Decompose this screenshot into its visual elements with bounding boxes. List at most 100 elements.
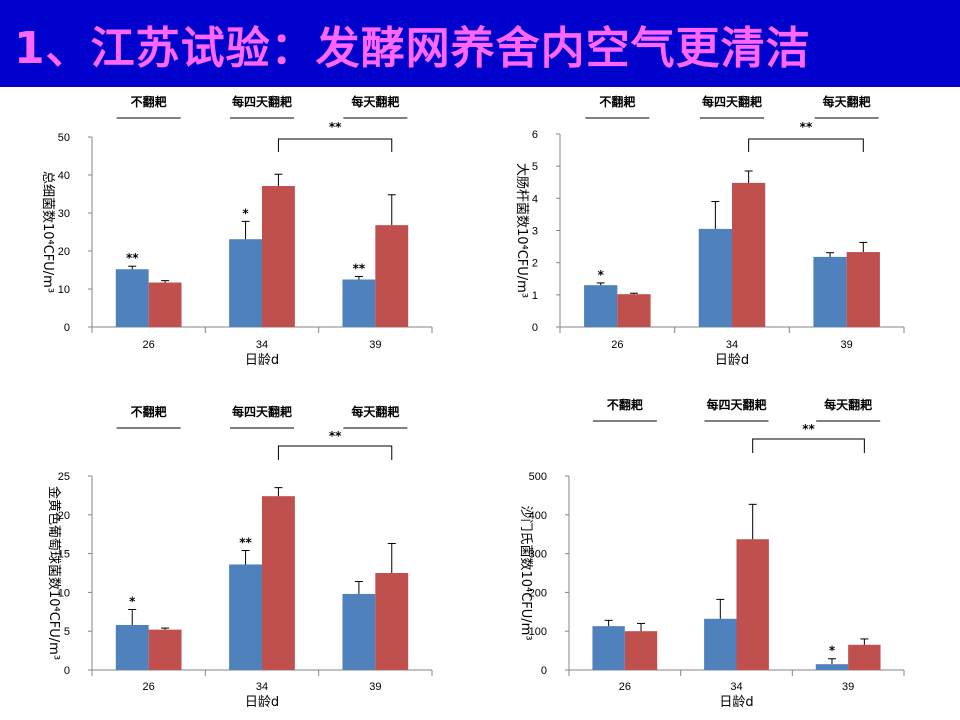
- y-axis-label: 大肠杆菌数10⁴CFU/m³: [514, 163, 529, 298]
- bar-red: [262, 496, 295, 670]
- bracket-significance: **: [802, 422, 815, 436]
- bar-blue: [592, 626, 625, 670]
- y-tick-label: 500: [529, 471, 547, 483]
- significance-mark: *: [829, 644, 836, 658]
- significance-mark: *: [242, 206, 249, 220]
- y-tick-label: 1: [532, 290, 538, 302]
- group-label: 每四天翻耙: [706, 397, 766, 412]
- x-tick-label: 26: [143, 681, 155, 693]
- bar-red: [736, 539, 769, 670]
- bracket-significance: **: [800, 120, 813, 134]
- group-label: 每天翻耙: [824, 397, 872, 412]
- bar-blue: [698, 228, 732, 327]
- bar-blue: [342, 279, 376, 327]
- y-tick-label: 20: [58, 510, 70, 522]
- group-label: 不翻耙: [131, 94, 167, 109]
- x-tick-label: 26: [619, 681, 631, 693]
- y-tick-label: 40: [58, 170, 70, 182]
- y-tick-label: 0: [541, 665, 547, 677]
- y-tick-label: 4: [532, 193, 538, 205]
- title-bar: 1、江苏试验：发酵网养舍内空气更清洁: [0, 0, 960, 87]
- bar-blue: [584, 285, 618, 327]
- bar-blue: [342, 593, 376, 670]
- group-label: 每四天翻耙: [232, 94, 292, 109]
- x-tick-label: 34: [726, 339, 738, 351]
- bracket-significance: **: [329, 429, 342, 443]
- comparison-bracket: [277, 138, 393, 152]
- x-tick-label: 34: [256, 339, 268, 351]
- bar-red: [375, 225, 409, 327]
- bar-red: [617, 294, 651, 327]
- y-tick-label: 3: [532, 226, 538, 238]
- y-tick-label: 10: [58, 284, 70, 296]
- x-axis-label: 日龄d: [719, 695, 753, 710]
- significance-mark: **: [126, 251, 139, 265]
- y-tick-label: 6: [532, 129, 538, 141]
- comparison-bracket: [277, 445, 393, 460]
- bar-blue: [115, 624, 149, 670]
- y-tick-label: 100: [529, 626, 547, 638]
- bar-blue: [813, 256, 847, 327]
- y-tick-label: 10: [58, 587, 70, 599]
- x-axis-label: 日龄d: [715, 353, 749, 368]
- x-axis-label: 日龄d: [245, 695, 279, 710]
- y-tick-label: 0: [532, 322, 538, 334]
- bar-blue: [815, 664, 849, 670]
- bracket-significance: **: [329, 120, 342, 134]
- x-tick-label: 34: [730, 681, 742, 693]
- x-tick-label: 26: [611, 339, 623, 351]
- y-tick-label: 25: [58, 471, 70, 483]
- group-label: 每四天翻耙: [702, 94, 762, 109]
- y-tick-label: 400: [529, 510, 547, 522]
- group-label: 不翻耙: [131, 404, 167, 419]
- bar-blue: [229, 239, 262, 327]
- bar-blue: [115, 269, 149, 327]
- x-tick-label: 26: [143, 339, 155, 351]
- group-label: 每天翻耙: [351, 94, 399, 109]
- y-tick-label: 50: [58, 132, 70, 144]
- bar-blue: [229, 564, 262, 670]
- y-tick-label: 5: [64, 626, 70, 638]
- bar-red: [848, 644, 881, 670]
- significance-mark: **: [353, 261, 366, 275]
- bar-red: [148, 629, 182, 670]
- group-label: 不翻耙: [607, 397, 643, 412]
- significance-mark: **: [239, 535, 252, 549]
- x-axis-label: 日龄d: [245, 353, 279, 368]
- y-tick-label: 300: [529, 549, 547, 561]
- bar-red: [148, 282, 182, 327]
- significance-mark: *: [598, 268, 605, 282]
- group-label: 每天翻耙: [823, 94, 871, 109]
- comparison-bracket: [752, 438, 865, 453]
- y-tick-label: 2: [532, 258, 538, 270]
- group-label: 每四天翻耙: [232, 404, 292, 419]
- bar-red: [624, 631, 658, 670]
- comparison-bracket: [748, 138, 864, 152]
- y-tick-label: 200: [529, 587, 547, 599]
- bar-red: [262, 186, 295, 327]
- y-tick-label: 0: [64, 665, 70, 677]
- y-axis-label: 金黄色葡萄球菌数10⁴CFU/m³: [46, 486, 62, 660]
- group-label: 不翻耙: [599, 94, 635, 109]
- bar-red: [732, 182, 766, 327]
- y-tick-label: 5: [532, 161, 538, 173]
- y-tick-label: 0: [64, 322, 70, 334]
- group-label: 每天翻耙: [351, 404, 399, 419]
- x-tick-label: 39: [842, 681, 854, 693]
- significance-mark: *: [129, 594, 136, 608]
- x-tick-label: 34: [256, 681, 268, 693]
- page-title: 1、江苏试验：发酵网养舍内空气更清洁: [14, 22, 811, 74]
- y-tick-label: 15: [58, 549, 70, 561]
- y-axis-label: 总细菌数10⁴CFU/m³: [40, 171, 55, 293]
- x-tick-label: 39: [369, 339, 381, 351]
- x-tick-label: 39: [369, 681, 381, 693]
- bar-blue: [704, 618, 737, 670]
- y-axis-label: 沙门氏菌数10⁴CFU/m³: [518, 505, 533, 640]
- x-tick-label: 39: [841, 339, 853, 351]
- bar-red: [846, 252, 880, 327]
- bar-red: [375, 573, 409, 670]
